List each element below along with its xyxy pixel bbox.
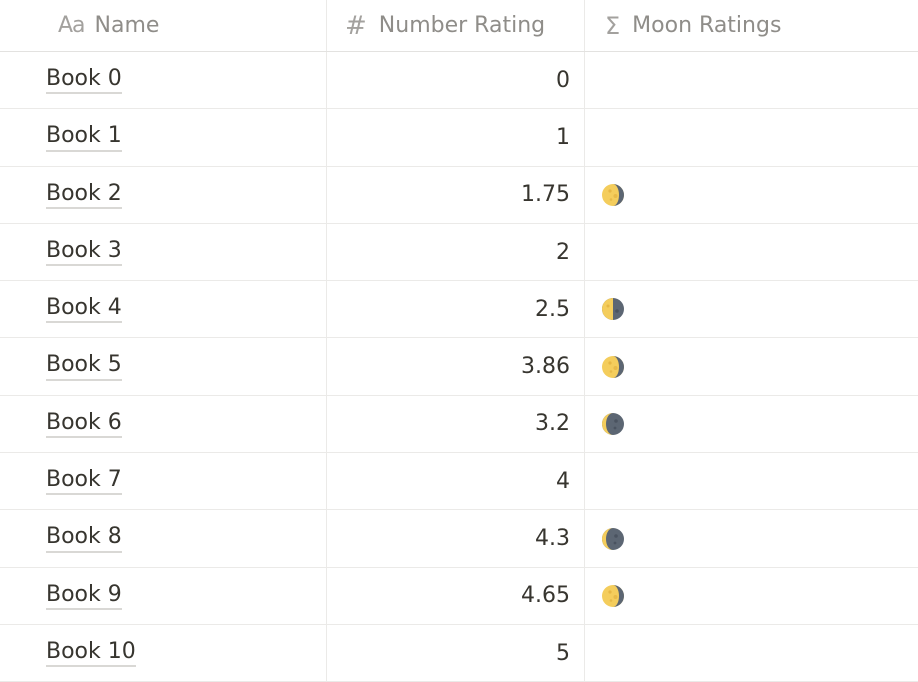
book-title-link[interactable]: Book 8	[46, 524, 122, 553]
text-type-icon: Aa	[58, 13, 86, 38]
cell-moon-ratings[interactable]	[585, 568, 918, 624]
cell-name[interactable]: Book 9	[0, 567, 327, 624]
number-rating-value: 4.65	[521, 583, 570, 609]
number-rating-value: 1	[556, 124, 570, 150]
table-row[interactable]: Book 1 1	[0, 109, 918, 167]
number-hash-icon: #	[345, 10, 367, 41]
cell-moon-ratings[interactable]	[585, 453, 918, 509]
cell-moon-ratings[interactable]	[585, 52, 918, 108]
column-header-number-rating-label: Number Rating	[378, 13, 546, 38]
number-rating-value: 3.2	[535, 411, 570, 437]
cell-moon-ratings[interactable]	[585, 396, 918, 452]
number-rating-value: 2	[556, 239, 570, 265]
cell-name[interactable]: Book 2	[0, 166, 327, 223]
cell-moon-ratings[interactable]	[585, 625, 918, 681]
table-row[interactable]: Book 9 4.65	[0, 567, 918, 625]
table-row[interactable]: Book 10 5	[0, 624, 918, 682]
column-header-number-rating[interactable]: # Number Rating	[327, 0, 585, 51]
cell-name[interactable]: Book 5	[0, 338, 327, 395]
waxing-gibbous-moon-icon	[601, 183, 625, 207]
cell-moon-ratings[interactable]	[585, 224, 918, 280]
column-header-name[interactable]: Aa Name	[0, 0, 327, 51]
cell-number-rating[interactable]: 1.75	[327, 166, 585, 223]
table-row[interactable]: Book 2 1.75	[0, 166, 918, 224]
cell-moon-ratings[interactable]	[585, 109, 918, 165]
cell-moon-ratings[interactable]	[585, 167, 918, 223]
column-header-name-label: Name	[94, 13, 160, 38]
book-title-link[interactable]: Book 10	[46, 639, 136, 668]
cell-number-rating[interactable]: 0	[327, 52, 585, 109]
table-body: Book 0 0 Book 1 1 Book 2 1.75 Book 3 2 Book 4 2.5…	[0, 52, 918, 682]
number-rating-value: 5	[556, 640, 570, 666]
book-title-link[interactable]: Book 1	[46, 123, 122, 152]
cell-number-rating[interactable]: 4	[327, 453, 585, 510]
cell-number-rating[interactable]: 2.5	[327, 281, 585, 338]
table-row[interactable]: Book 4 2.5	[0, 281, 918, 339]
book-title-link[interactable]: Book 3	[46, 238, 122, 267]
cell-name[interactable]: Book 8	[0, 510, 327, 567]
cell-moon-ratings[interactable]	[585, 281, 918, 337]
cell-number-rating[interactable]: 1	[327, 109, 585, 166]
table-header: Aa Name # Number Rating Σ Moon Ratings	[0, 0, 918, 52]
waxing-gibbous-moon-icon	[601, 584, 625, 608]
column-header-moon-ratings[interactable]: Σ Moon Ratings	[585, 0, 918, 51]
cell-name[interactable]: Book 10	[0, 624, 327, 682]
number-rating-value: 2.5	[535, 296, 570, 322]
cell-name[interactable]: Book 7	[0, 453, 327, 510]
cell-moon-ratings[interactable]	[585, 338, 918, 394]
table-row[interactable]: Book 8 4.3	[0, 510, 918, 568]
sigma-formula-icon: Σ	[605, 11, 621, 40]
table-row[interactable]: Book 0 0	[0, 52, 918, 110]
waxing-gibbous-moon-icon	[601, 355, 625, 379]
waxing-crescent-moon-icon	[601, 527, 625, 551]
table-row[interactable]: Book 5 3.86	[0, 338, 918, 396]
table-row[interactable]: Book 6 3.2	[0, 395, 918, 454]
cell-name[interactable]: Book 4	[0, 281, 327, 338]
number-rating-value: 1.75	[521, 182, 570, 208]
cell-number-rating[interactable]: 4.3	[327, 510, 585, 567]
cell-number-rating[interactable]: 3.86	[327, 338, 585, 395]
number-rating-value: 3.86	[521, 354, 570, 380]
cell-name[interactable]: Book 3	[0, 223, 327, 281]
cell-name[interactable]: Book 6	[0, 395, 327, 453]
cell-number-rating[interactable]: 2	[327, 223, 585, 281]
number-rating-value: 4.3	[535, 526, 570, 552]
book-title-link[interactable]: Book 5	[46, 352, 122, 381]
cell-number-rating[interactable]: 3.2	[327, 395, 585, 453]
cell-moon-ratings[interactable]	[585, 510, 918, 566]
book-title-link[interactable]: Book 9	[46, 582, 122, 610]
book-title-link[interactable]: Book 7	[46, 467, 122, 496]
book-title-link[interactable]: Book 2	[46, 181, 122, 209]
number-rating-value: 0	[556, 67, 570, 93]
first-quarter-moon-icon	[601, 297, 625, 321]
cell-name[interactable]: Book 0	[0, 52, 327, 109]
cell-number-rating[interactable]: 4.65	[327, 567, 585, 624]
waxing-crescent-moon-icon	[601, 412, 625, 436]
cell-number-rating[interactable]: 5	[327, 624, 585, 682]
book-title-link[interactable]: Book 0	[46, 66, 122, 95]
column-header-moon-ratings-label: Moon Ratings	[632, 13, 782, 38]
number-rating-value: 4	[556, 468, 570, 494]
table-row[interactable]: Book 7 4	[0, 453, 918, 511]
cell-name[interactable]: Book 1	[0, 109, 327, 166]
book-title-link[interactable]: Book 6	[46, 410, 122, 439]
table-row[interactable]: Book 3 2	[0, 223, 918, 282]
book-title-link[interactable]: Book 4	[46, 295, 122, 324]
